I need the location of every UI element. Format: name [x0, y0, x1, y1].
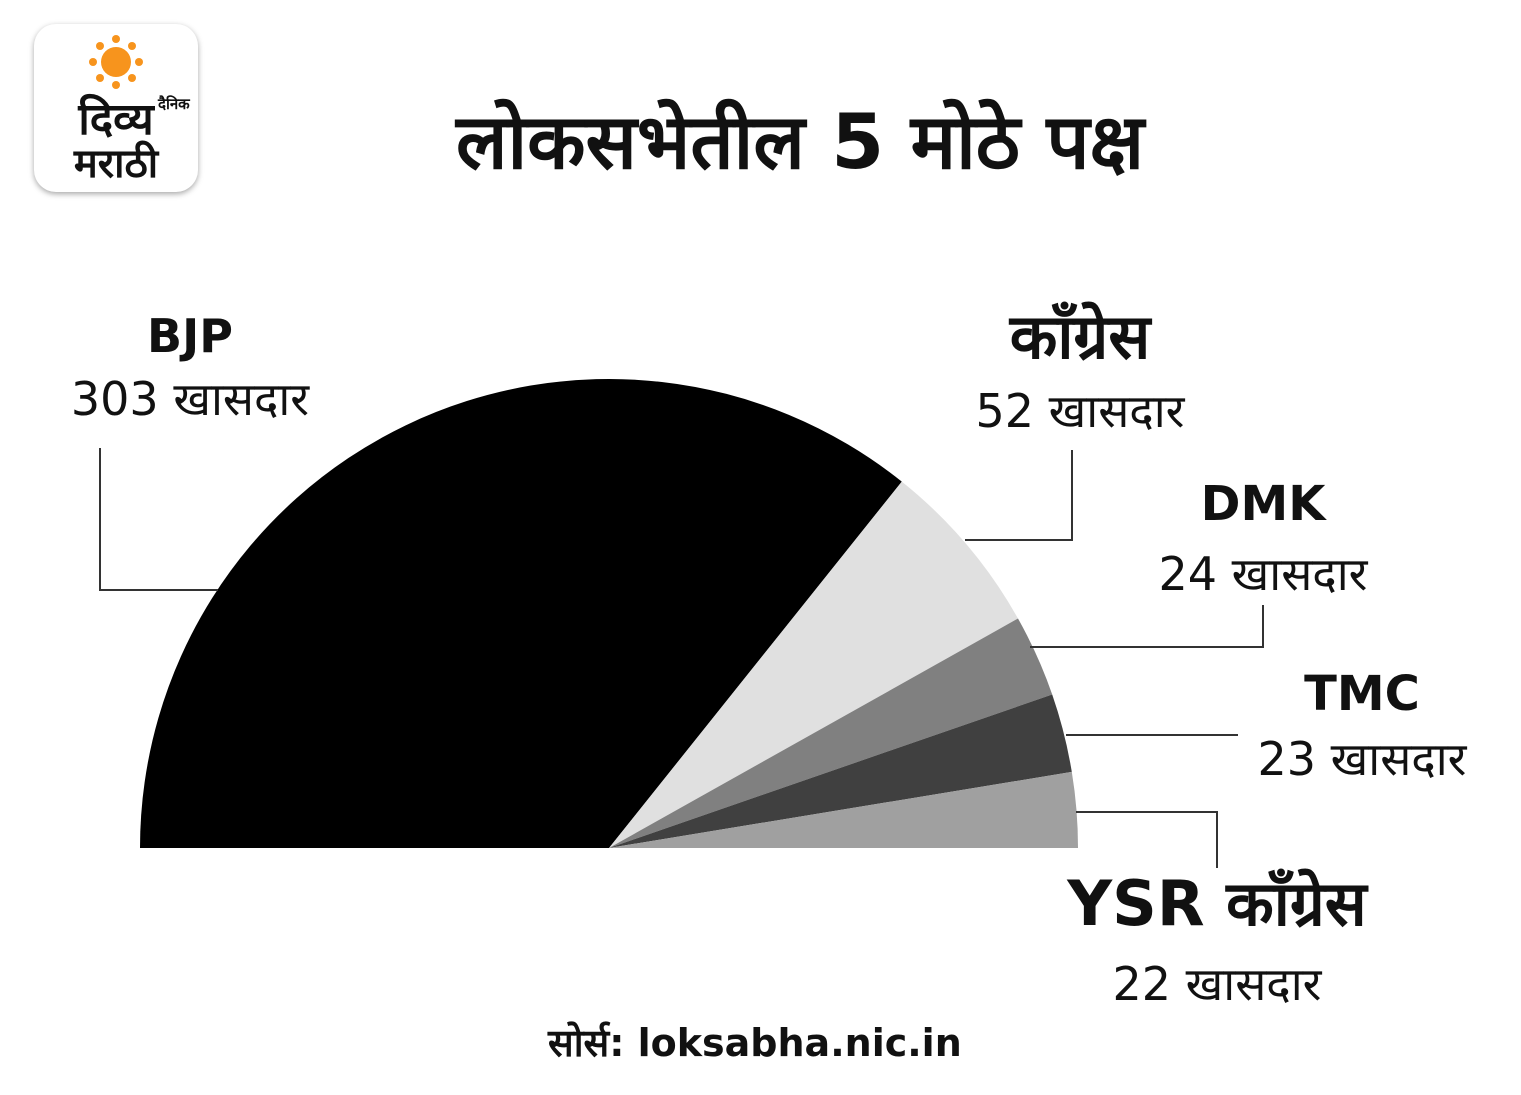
leader-line-4: [1076, 811, 1218, 868]
divya-marathi-logo: दैनिक दिव्य मराठी: [34, 24, 198, 192]
slice-name-3: TMC: [1304, 666, 1420, 722]
slice-value-label-3: 23 खासदार: [1258, 732, 1468, 786]
leader-line-0: [99, 448, 218, 591]
slice-value-label-1: 52 खासदार: [976, 384, 1186, 438]
page-title: लोकसभेतील 5 मोठे पक्ष: [455, 97, 1145, 186]
logo-small-text: दैनिक: [158, 95, 190, 113]
slice-name-2: DMK: [1201, 476, 1328, 532]
slice-3: [609, 694, 1072, 848]
slice-4: [609, 771, 1078, 848]
slice-name-1: काँग्रेस: [1009, 300, 1153, 373]
leader-line-1: [965, 450, 1073, 541]
sun-icon: [89, 35, 143, 89]
slice-name-4: YSR काँग्रेस: [1066, 867, 1369, 940]
slice-value-label-2: 24 खासदार: [1159, 547, 1369, 601]
logo-line-2: मराठी: [73, 141, 159, 187]
slice-2: [609, 618, 1053, 848]
slice-value-label-0: 303 खासदार: [71, 372, 310, 426]
leader-line-2: [1030, 605, 1264, 648]
logo-line-1: दिव्य: [78, 94, 154, 145]
slice-value-label-4: 22 खासदार: [1113, 957, 1323, 1011]
slice-0: [140, 378, 902, 848]
slice-name-0: BJP: [147, 309, 233, 363]
slice-1: [609, 481, 1018, 848]
source-text: सोर्स: loksabha.nic.in: [548, 1021, 962, 1065]
